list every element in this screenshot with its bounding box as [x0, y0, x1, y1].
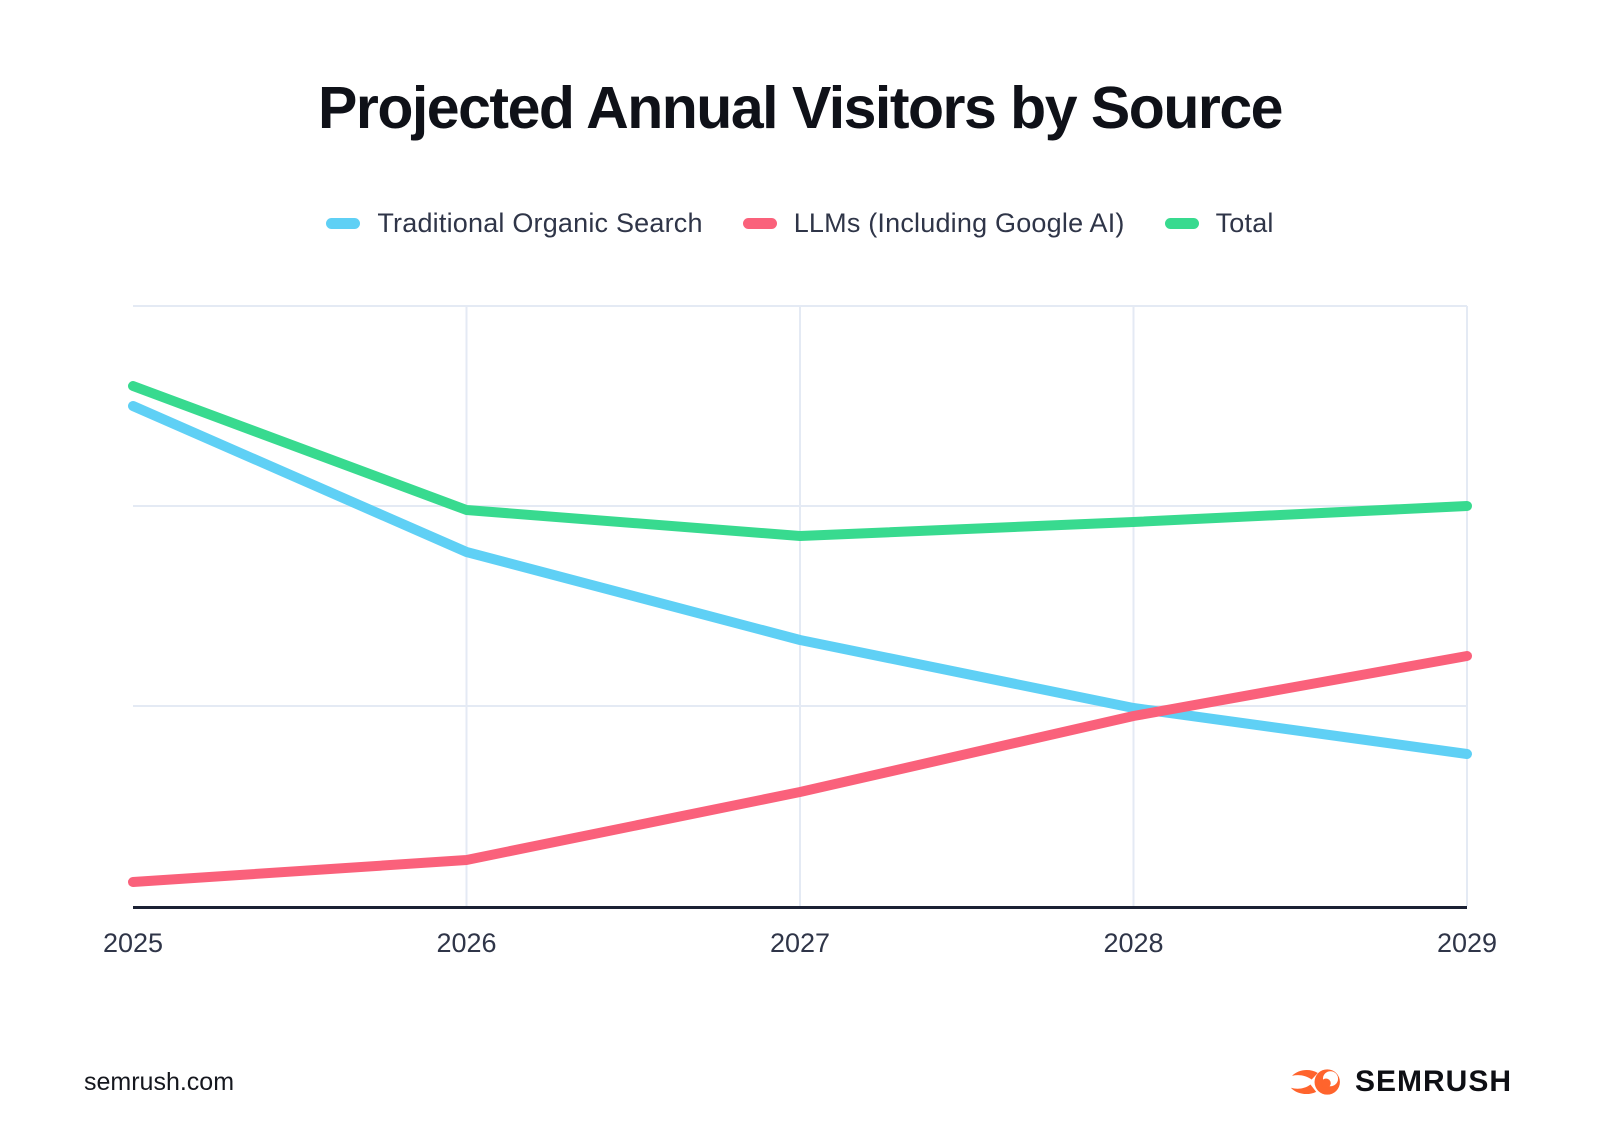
- x-axis-label-2025: 2025: [102, 928, 164, 958]
- x-axis: 2025 2026 2027 2028 2029: [103, 928, 1497, 962]
- x-axis-label-2029: 2029: [1436, 928, 1498, 958]
- legend-label: Total: [1215, 207, 1274, 238]
- semrush-logo: SEMRUSH: [1290, 1065, 1512, 1099]
- legend-item-traditional-organic-search: Traditional Organic Search: [326, 207, 703, 239]
- chart-title: Projected Annual Visitors by Source: [318, 75, 1283, 141]
- legend-label: LLMs (Including Google AI): [793, 207, 1125, 238]
- chart-legend: Traditional Organic Search LLMs (Includi…: [0, 200, 1600, 246]
- legend-item-total: Total: [1164, 207, 1274, 239]
- x-axis-label-2027: 2027: [769, 928, 831, 958]
- legend-item-llms: LLMs (Including Google AI): [742, 207, 1125, 239]
- footer: semrush.com SEMRUSH: [0, 1056, 1600, 1108]
- x-axis-label-2026: 2026: [436, 928, 497, 958]
- legend-swatch-icon: [326, 217, 361, 229]
- semrush-logo-icon: [1290, 1069, 1340, 1095]
- legend-swatch-icon: [1164, 217, 1199, 229]
- footer-site-label: semrush.com: [84, 1067, 235, 1096]
- legend-swatch-icon: [742, 217, 777, 229]
- semrush-logo-text: SEMRUSH: [1354, 1065, 1512, 1098]
- legend-label: Traditional Organic Search: [377, 207, 703, 238]
- line-chart: [128, 305, 1472, 909]
- x-axis-label-2028: 2028: [1103, 928, 1164, 958]
